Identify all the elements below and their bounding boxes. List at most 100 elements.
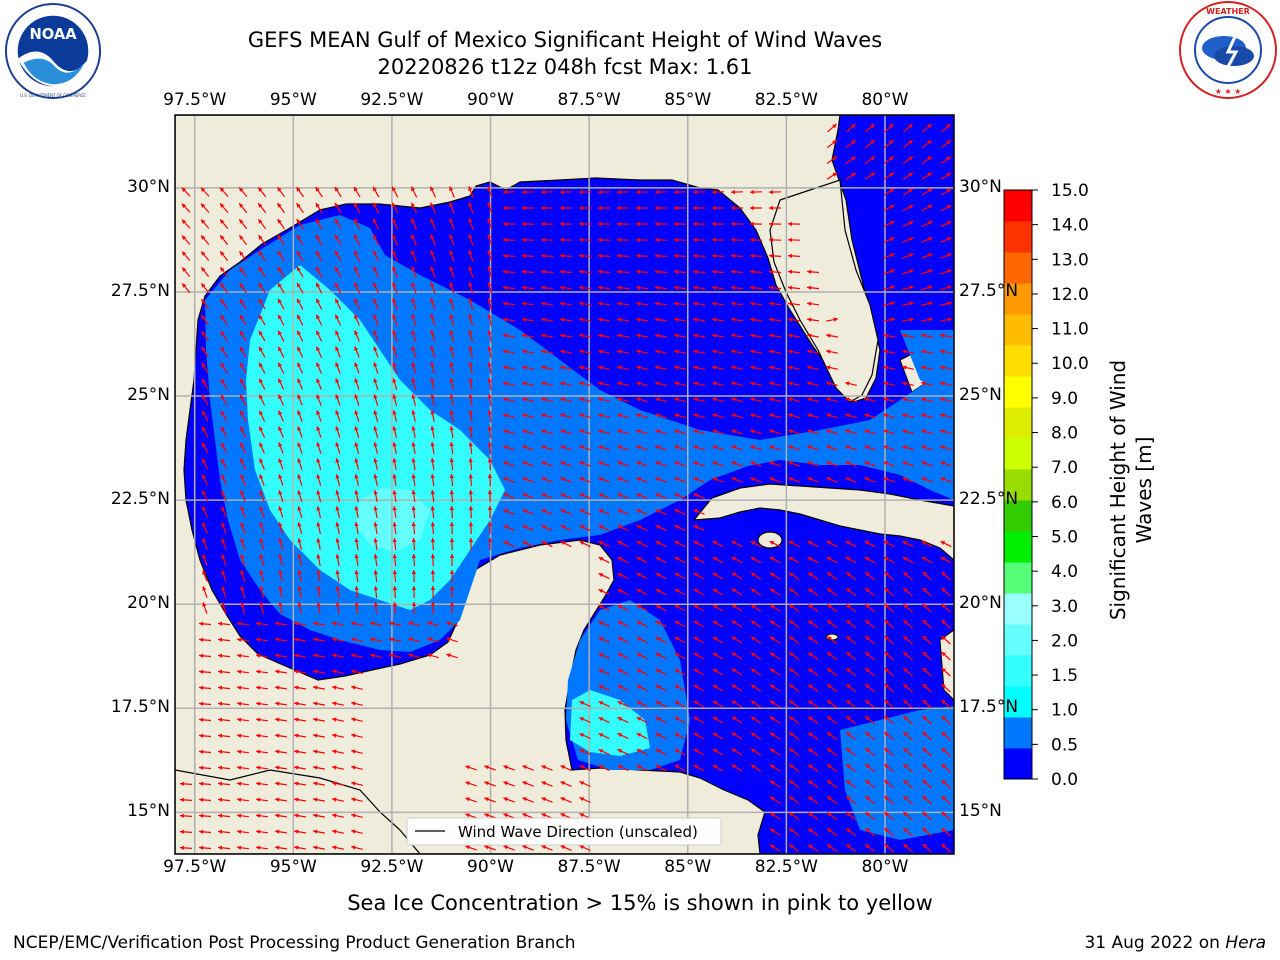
arrow-head: [617, 541, 623, 546]
arrow-head: [446, 621, 451, 626]
arrow-head: [598, 589, 604, 594]
arrow-head: [655, 621, 661, 625]
arrow-head: [693, 589, 699, 593]
arrow-head: [335, 234, 339, 240]
arrow-head: [832, 172, 837, 177]
arrow-head: [788, 253, 793, 259]
arrow-head: [769, 205, 773, 211]
arrow-head: [275, 637, 280, 642]
arrow-head: [332, 685, 337, 690]
arrow-head: [826, 461, 831, 466]
arrow-head: [636, 221, 640, 227]
arrow-head: [202, 570, 207, 575]
arrow-head: [430, 586, 436, 590]
arrow-head: [389, 637, 394, 642]
arrow-head: [750, 397, 755, 402]
arrow-head: [579, 765, 585, 770]
arrow-head: [430, 394, 435, 399]
arrow-head: [808, 732, 813, 737]
arrow-head: [373, 314, 378, 319]
arrow-head: [411, 570, 417, 575]
arrow-head: [890, 317, 895, 322]
arrow-head: [430, 554, 436, 559]
arrow-head: [487, 282, 492, 287]
arrow-head: [617, 573, 623, 578]
colorbar-tick-label: 11.0: [1051, 320, 1089, 340]
arrow-head: [598, 253, 603, 259]
arrow-head: [712, 588, 718, 593]
arrow-head: [903, 796, 908, 801]
arrow-head: [199, 669, 204, 674]
arrow-head: [296, 203, 301, 208]
arrow-head: [218, 749, 223, 754]
arrow-head: [487, 330, 492, 335]
arrow-head: [354, 362, 359, 367]
arrow-head: [487, 362, 492, 367]
colorbar-segment: [1004, 221, 1032, 253]
wave-band-1.5-2.0: [356, 488, 430, 552]
arrow-head: [503, 365, 508, 370]
arrow-head: [354, 250, 358, 256]
arrow-head: [484, 781, 489, 786]
arrow-head: [313, 813, 318, 818]
arrow-head: [297, 378, 302, 384]
arrow-head: [560, 461, 565, 466]
colorbar-segment: [1004, 252, 1032, 284]
arrow-head: [903, 780, 908, 785]
arrow-head: [655, 349, 660, 354]
arrow-head: [240, 362, 244, 368]
arrow-head: [465, 845, 470, 850]
arrow-head: [617, 285, 622, 290]
arrow-head: [297, 330, 302, 336]
arrow-head: [789, 828, 794, 833]
arrow-head: [922, 812, 927, 817]
arrow-head: [807, 541, 813, 546]
arrow-head: [275, 701, 280, 706]
colorbar-segment: [1004, 438, 1032, 470]
arrow-head: [884, 668, 889, 673]
arrow-head: [180, 829, 185, 834]
arrow-head: [598, 557, 604, 561]
arrow-head: [674, 461, 679, 466]
arrow-head: [468, 394, 473, 399]
colorbar-tick-label: 2.0: [1051, 631, 1078, 651]
arrow-head: [921, 541, 927, 546]
arrow-head: [560, 765, 565, 770]
arrow-head: [927, 124, 932, 129]
arrow-head: [449, 298, 454, 303]
arrow-head: [522, 397, 527, 402]
arrow-head: [731, 572, 737, 577]
arrow-head: [220, 235, 225, 240]
arrow-head: [218, 797, 223, 802]
arrow-head: [750, 365, 755, 370]
arrow-head: [335, 458, 340, 463]
arrow-head: [579, 237, 584, 243]
arrow-head: [674, 573, 680, 577]
arrow-head: [181, 203, 187, 209]
colorbar-tick-label: 0.0: [1051, 770, 1078, 790]
arrow-head: [411, 442, 416, 447]
arrow-head: [922, 796, 927, 801]
arrow-head: [636, 509, 642, 514]
arrow-head: [921, 349, 926, 354]
arrow-head: [430, 410, 435, 415]
arrow-head: [351, 685, 356, 690]
arrow-head: [218, 701, 223, 706]
arrow-head: [598, 717, 604, 722]
lon-tick-top: 95°W: [269, 90, 317, 110]
arrow-head: [636, 317, 641, 322]
arrow-head: [770, 764, 775, 769]
arrow-head: [579, 509, 585, 514]
arrow-head: [277, 203, 282, 208]
colorbar-segment: [1004, 593, 1032, 625]
arrow-head: [731, 636, 737, 641]
arrow-head: [883, 557, 889, 561]
arrow-head: [313, 829, 318, 834]
arrow-head: [541, 797, 546, 802]
arrow-head: [636, 445, 641, 450]
arrow-head: [335, 266, 339, 272]
arrow-head: [560, 397, 565, 402]
arrow-head: [294, 845, 299, 850]
arrow-head: [316, 410, 321, 415]
arrow-head: [258, 235, 263, 240]
